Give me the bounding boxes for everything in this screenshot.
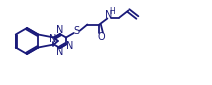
- Text: N: N: [49, 35, 57, 45]
- Text: N: N: [66, 41, 73, 52]
- Text: H: H: [110, 7, 115, 16]
- Text: O: O: [98, 32, 105, 41]
- Text: N: N: [56, 47, 64, 57]
- Text: N: N: [105, 10, 112, 19]
- Text: N: N: [56, 25, 64, 35]
- Text: S: S: [73, 27, 80, 36]
